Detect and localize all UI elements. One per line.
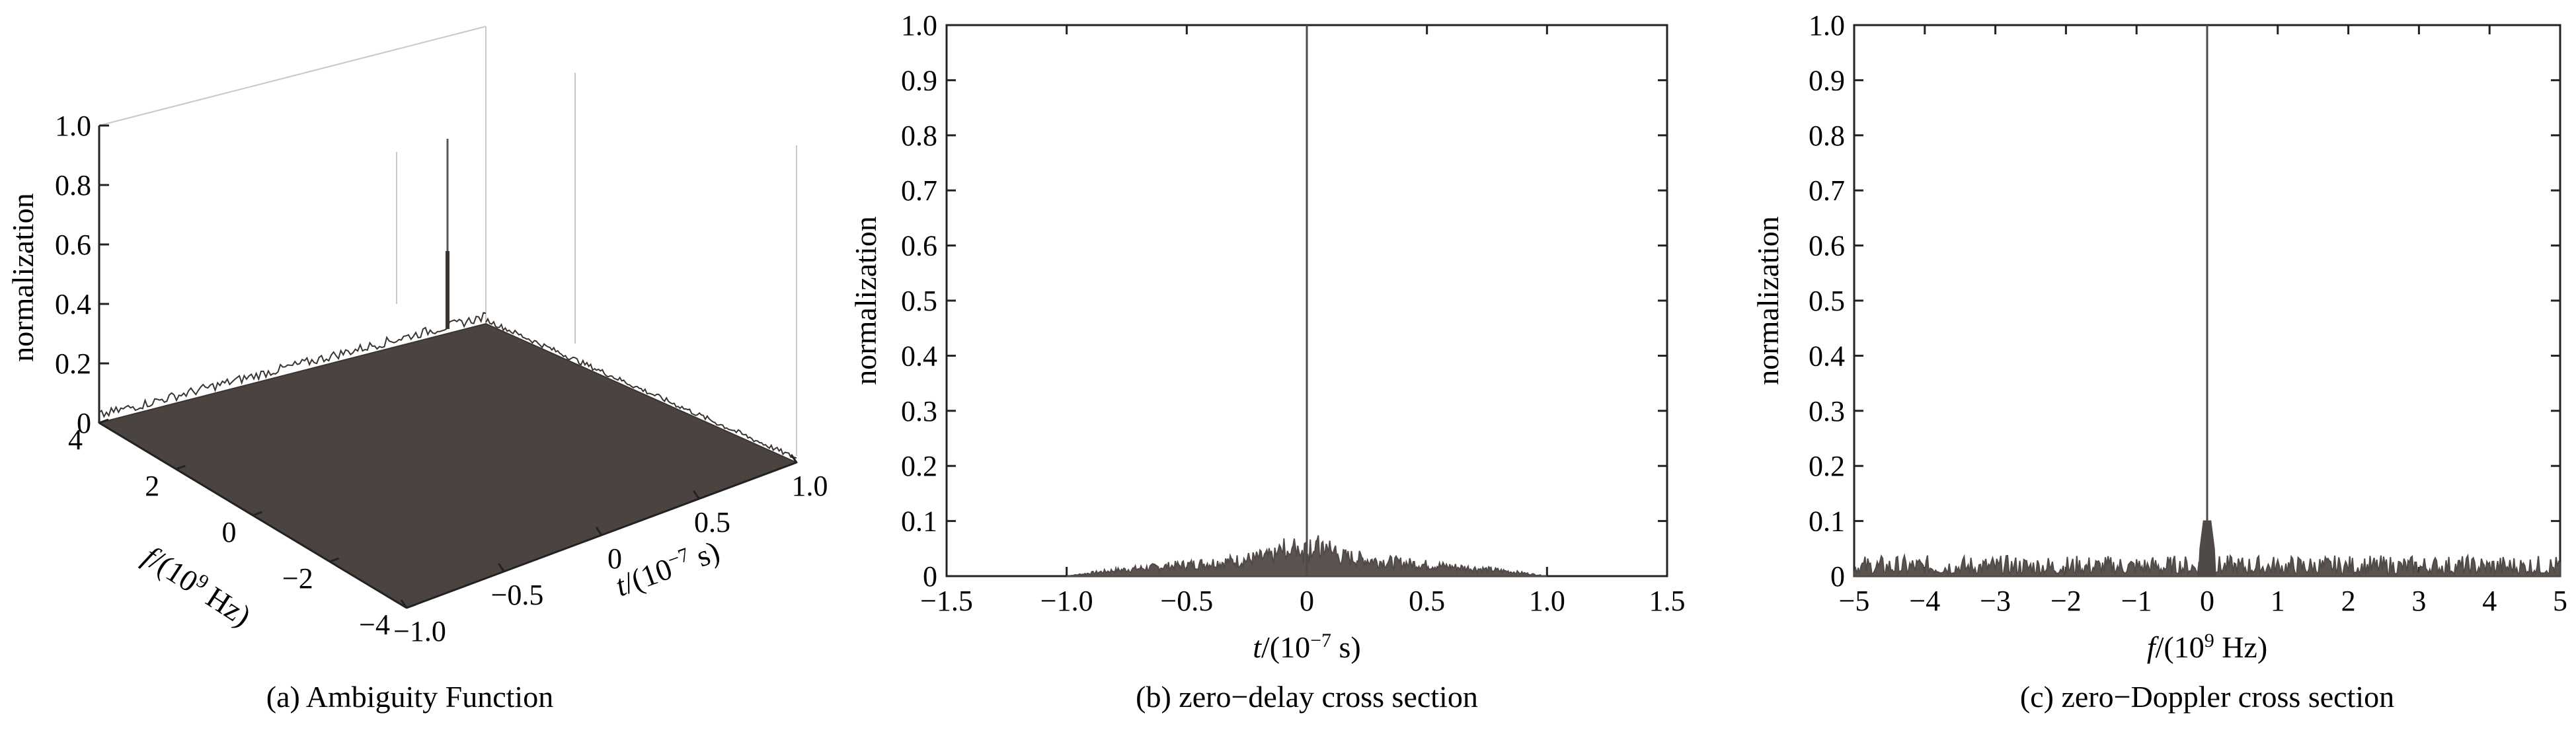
y-tick-label: 1.0 (1809, 9, 1845, 42)
y-axis-ticks: 0 0.1 0.2 0.3 0.4 0.5 0.6 0.7 0.8 0.9 1.0 (1809, 9, 2560, 593)
x-tick-label: 0.5 (1409, 585, 1445, 617)
x-axis-label-b: t/(10−7 s) (1253, 630, 1361, 665)
tau-tick-mark (498, 563, 505, 572)
z-axis-label: normalization (6, 193, 40, 361)
tau-tick-label: −0.5 (491, 579, 544, 611)
zero-doppler-panel: 0 0.1 0.2 0.3 0.4 0.5 0.6 0.7 0.8 0.9 1.0 −5 −4 −3 −2… (1751, 9, 2567, 714)
y-axis-ticks: 0 0.1 0.2 0.3 0.4 0.5 0.6 0.7 0.8 0.9 1.0 (901, 9, 1667, 593)
tau-tick-label: 0 (607, 542, 622, 575)
z-tick-label: 0.6 (55, 229, 91, 261)
x-tick-label: 1.0 (1529, 585, 1565, 617)
x-tick-label: −0.5 (1160, 585, 1213, 617)
y-tick-label: 0.1 (901, 505, 937, 538)
x-tick-label: 0 (2200, 585, 2214, 617)
f-tick-label: 4 (68, 424, 83, 456)
f-tick-label: 0 (222, 516, 237, 548)
y-tick-label: 0.3 (1809, 395, 1845, 427)
y-tick-label: 0.5 (901, 285, 937, 317)
y-tick-label: 0.5 (1809, 285, 1845, 317)
z-tick-label: 1.0 (55, 110, 91, 142)
y-tick-label: 0.1 (1809, 505, 1845, 538)
t-axis-label: t/(10−7 s) (611, 533, 724, 603)
tau-tick-mark (595, 527, 603, 536)
x-tick-label: 0 (1300, 585, 1314, 617)
surface-sidelobe-edge-right (485, 317, 797, 459)
x-tick-label: 1 (2271, 585, 2285, 617)
tau-tick-mark (400, 599, 408, 609)
y-tick-label: 0.6 (901, 230, 937, 262)
t-axis-ticks: −1.0 −0.5 0 0.5 1.0 (393, 454, 828, 647)
y-tick-label: 0.9 (1809, 64, 1845, 96)
x-tick-label: 1.5 (1649, 585, 1686, 617)
x-tick-label: −1.5 (920, 585, 973, 617)
x-tick-label: 2 (2341, 585, 2356, 617)
y-tick-label: 0.6 (1809, 230, 1845, 262)
y-tick-label: 0.2 (1809, 450, 1845, 482)
y-tick-label: 0.2 (901, 450, 937, 482)
y-tick-label: 0 (1830, 560, 1845, 593)
x-tick-label: −1.0 (1040, 585, 1093, 617)
f-tick-mark (98, 418, 109, 424)
f-tick-mark (175, 464, 186, 470)
y-tick-label: 0.8 (1809, 120, 1845, 152)
tau-tick-label: 1.0 (792, 470, 828, 502)
y-tick-label: 0.4 (1809, 340, 1845, 372)
y-tick-label: 0.9 (901, 64, 937, 96)
f-tick-label: 2 (145, 470, 159, 502)
x-tick-label: 3 (2411, 585, 2426, 617)
x-tick-label: −2 (2050, 585, 2082, 617)
y-tick-label: 0 (923, 560, 937, 593)
tau-tick-mark (790, 454, 798, 463)
z-tick-label: 0.4 (55, 288, 91, 320)
tau-tick-label: 0.5 (694, 506, 730, 538)
y-tick-label: 0.4 (901, 340, 937, 372)
y-tick-label: 0.3 (901, 395, 937, 427)
z-tick-label: 0.8 (55, 169, 91, 202)
x-tick-label: −3 (1980, 585, 2011, 617)
f-axis-ticks: −4 −2 0 2 4 (68, 418, 416, 641)
x-tick-label: 4 (2482, 585, 2497, 617)
tau-tick-label: −1.0 (393, 615, 446, 647)
x-tick-label: −5 (1839, 585, 1870, 617)
f-axis-label: f/(109 Hz) (137, 538, 258, 633)
ambiguity-function-panel: 0 0.2 0.4 0.6 0.8 1.0 −4 −2 0 2 4 −1.0 −0.5 0 0.5 1.0… (6, 26, 828, 714)
y-axis-label-b: normalization (849, 216, 882, 385)
z-tick-label: 0 (77, 407, 91, 439)
x-tick-label: −4 (1909, 585, 1940, 617)
f-tick-mark (252, 511, 263, 517)
z-tick-label: 0.2 (55, 348, 91, 380)
y-tick-label: 1.0 (901, 9, 937, 42)
y-tick-label: 0.8 (901, 120, 937, 152)
caption-c: (c) zero−Doppler cross section (2020, 680, 2394, 714)
y-axis-label-c: normalization (1751, 216, 1785, 385)
x-tick-label: 5 (2553, 585, 2567, 617)
x-axis-ticks: −5 −4 −3 −2 −1 0 1 2 3 4 5 (1839, 25, 2567, 617)
f-tick-mark (406, 603, 416, 609)
zero-delay-panel: 0 0.1 0.2 0.3 0.4 0.5 0.6 0.7 0.8 0.9 1.0 −1.5 −1.0… (849, 9, 1686, 714)
tau-tick-mark (693, 490, 700, 499)
x-axis-ticks: −1.5 −1.0 −0.5 0 0.5 1.0 1.5 (920, 25, 1686, 617)
y-tick-label: 0.7 (1809, 174, 1845, 207)
f-tick-mark (329, 557, 340, 563)
surface-sidelobe-edge (98, 312, 487, 418)
f-tick-label: −2 (282, 562, 313, 595)
caption-b: (b) zero−delay cross section (1136, 680, 1478, 714)
f-tick-label: −4 (359, 609, 390, 641)
x-axis-label-c: f/(109 Hz) (2147, 630, 2267, 665)
caption-a: (a) Ambiguity Function (266, 680, 553, 714)
y-tick-label: 0.7 (901, 174, 937, 207)
z-axis-ticks: 0 0.2 0.4 0.6 0.8 1.0 (55, 110, 109, 439)
x-tick-label: −1 (2121, 585, 2152, 617)
